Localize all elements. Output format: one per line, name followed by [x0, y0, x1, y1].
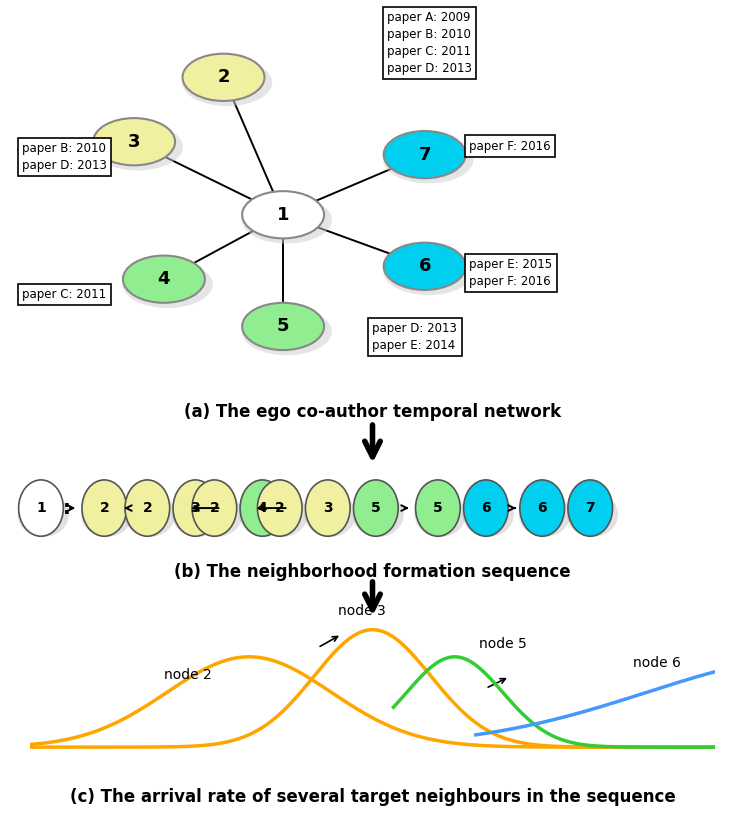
Text: paper A: 2009
paper B: 2010
paper C: 2011
paper D: 2013: paper A: 2009 paper B: 2010 paper C: 201… [387, 11, 472, 75]
Ellipse shape [242, 303, 324, 350]
Text: 6: 6 [481, 501, 491, 515]
Ellipse shape [352, 492, 404, 537]
Text: 6: 6 [537, 501, 547, 515]
Text: (a) The ego co-author temporal network: (a) The ego co-author temporal network [184, 403, 561, 421]
Ellipse shape [463, 480, 508, 536]
Ellipse shape [256, 492, 308, 537]
Text: 4: 4 [258, 501, 267, 515]
Text: 1: 1 [36, 501, 46, 515]
Ellipse shape [414, 492, 466, 537]
Ellipse shape [19, 480, 63, 536]
Ellipse shape [172, 492, 224, 537]
Text: (c) The arrival rate of several target neighbours in the sequence: (c) The arrival rate of several target n… [69, 788, 676, 806]
Text: 2: 2 [99, 501, 110, 515]
Text: paper F: 2016: paper F: 2016 [469, 140, 551, 153]
Ellipse shape [416, 480, 460, 536]
Ellipse shape [241, 308, 332, 355]
Text: (b) The neighborhood formation sequence: (b) The neighborhood formation sequence [174, 563, 571, 581]
Ellipse shape [125, 480, 170, 536]
Text: 7: 7 [419, 145, 431, 164]
Text: 1: 1 [277, 206, 289, 224]
Ellipse shape [383, 136, 473, 183]
Text: 5: 5 [433, 501, 443, 515]
Ellipse shape [567, 492, 618, 537]
Ellipse shape [568, 480, 612, 536]
Ellipse shape [182, 59, 273, 106]
Ellipse shape [122, 261, 213, 308]
Ellipse shape [191, 492, 242, 537]
Text: node 5: node 5 [479, 638, 527, 652]
Ellipse shape [383, 248, 473, 295]
Text: paper E: 2015
paper F: 2016: paper E: 2015 paper F: 2016 [469, 258, 553, 287]
Ellipse shape [183, 54, 264, 101]
Text: 3: 3 [128, 133, 140, 150]
Text: 2: 2 [209, 501, 219, 515]
Ellipse shape [241, 197, 332, 244]
Ellipse shape [519, 492, 570, 537]
Text: 2: 2 [275, 501, 285, 515]
Ellipse shape [304, 492, 356, 537]
Text: 4: 4 [158, 270, 170, 288]
Text: paper B: 2010
paper D: 2013: paper B: 2010 paper D: 2013 [22, 142, 107, 172]
Text: 2: 2 [218, 69, 229, 86]
Ellipse shape [242, 191, 324, 239]
Ellipse shape [353, 480, 398, 536]
Ellipse shape [81, 492, 133, 537]
Text: :: : [63, 499, 71, 518]
Text: 3: 3 [323, 501, 332, 515]
Ellipse shape [305, 480, 350, 536]
Ellipse shape [384, 131, 466, 178]
Text: node 2: node 2 [164, 668, 212, 682]
Ellipse shape [192, 480, 237, 536]
Ellipse shape [240, 480, 285, 536]
Text: node 3: node 3 [338, 604, 386, 618]
Ellipse shape [463, 492, 514, 537]
Ellipse shape [92, 123, 183, 170]
Text: 5: 5 [371, 501, 381, 515]
Text: node 6: node 6 [633, 657, 681, 671]
Text: 5: 5 [277, 317, 289, 335]
Text: 3: 3 [191, 501, 200, 515]
Ellipse shape [173, 480, 218, 536]
Text: 7: 7 [586, 501, 595, 515]
Ellipse shape [258, 480, 302, 536]
Ellipse shape [124, 492, 175, 537]
Ellipse shape [520, 480, 565, 536]
Ellipse shape [384, 243, 466, 290]
Text: paper C: 2011: paper C: 2011 [22, 287, 107, 301]
Ellipse shape [239, 492, 291, 537]
Text: paper D: 2013
paper E: 2014: paper D: 2013 paper E: 2014 [372, 322, 457, 352]
Ellipse shape [82, 480, 127, 536]
Ellipse shape [93, 118, 175, 165]
Text: 2: 2 [142, 501, 152, 515]
Ellipse shape [18, 492, 69, 537]
Text: 6: 6 [419, 258, 431, 275]
Ellipse shape [123, 255, 205, 303]
